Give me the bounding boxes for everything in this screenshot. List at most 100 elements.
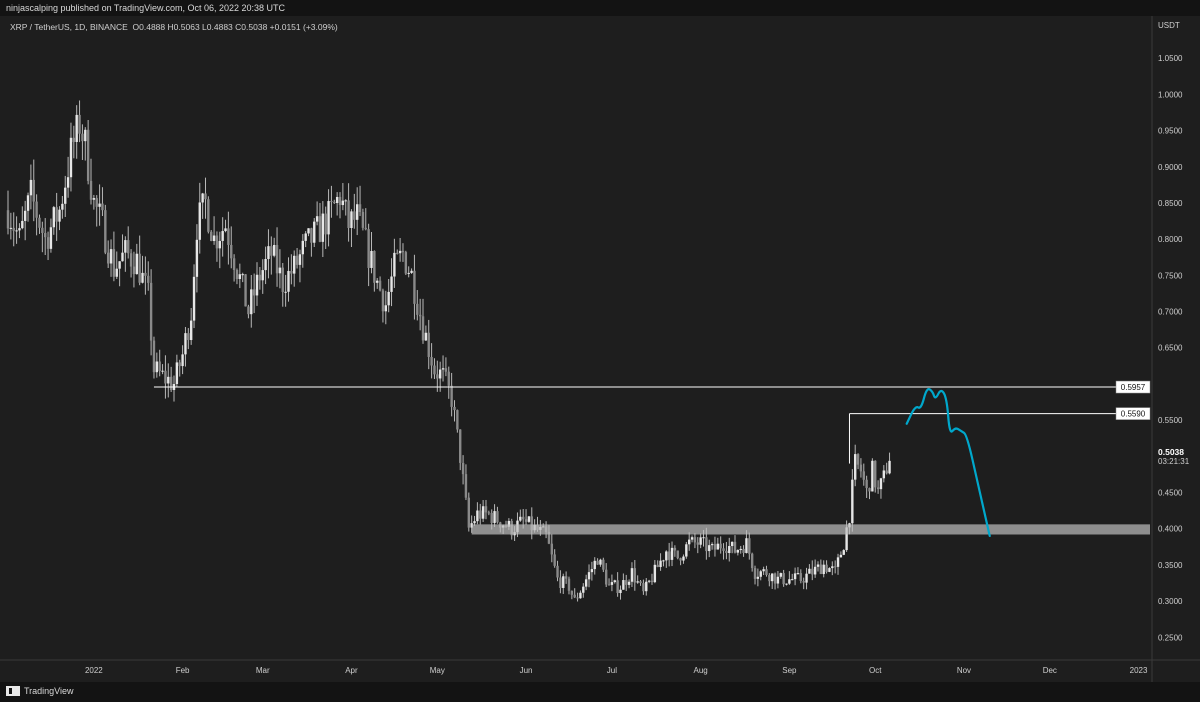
candle-body — [773, 573, 777, 584]
candle-body — [109, 249, 113, 264]
candle-body — [811, 568, 814, 575]
candle-body — [387, 291, 390, 306]
candle-body — [813, 566, 817, 575]
candle-body — [521, 516, 525, 520]
candle-body — [61, 203, 64, 210]
candle-body — [118, 261, 121, 269]
price-level-label: 0.5957 — [1121, 383, 1146, 392]
candle-body — [493, 511, 496, 523]
candle-body — [662, 560, 665, 562]
candle-body — [75, 114, 78, 142]
candle-body — [149, 282, 153, 341]
candle-body — [370, 250, 373, 268]
time-tick-label: Jul — [607, 666, 617, 675]
candle-body — [622, 580, 625, 590]
candle-body — [690, 537, 694, 540]
candle-body — [21, 220, 24, 229]
candle-body — [653, 564, 657, 583]
candle-body — [38, 217, 41, 228]
candle-body — [270, 246, 273, 256]
candle-body — [570, 590, 574, 595]
price-chart[interactable]: 0.5957 0.5590 1.0500 1.0000 0.9500 0.9000 0.8… — [0, 16, 1200, 682]
candle-body — [564, 576, 568, 579]
candle-body — [584, 579, 588, 587]
candle-body — [447, 371, 450, 386]
candle-body — [333, 201, 336, 204]
candle-body — [355, 204, 359, 220]
candle-body — [141, 272, 144, 283]
candle-body — [210, 231, 213, 241]
currency-label: USDT — [1158, 21, 1180, 30]
candle-body — [418, 314, 422, 317]
candle-body — [12, 227, 15, 231]
candle-body — [127, 240, 130, 254]
candle-body — [856, 454, 860, 465]
candle-body — [78, 114, 81, 134]
candle-body — [192, 276, 196, 321]
candle-body — [450, 385, 453, 407]
candle-body — [135, 253, 138, 275]
price-tick-label: 0.4500 — [1158, 489, 1183, 498]
candle-body — [272, 244, 276, 256]
candle-body — [167, 376, 170, 384]
candle-body — [321, 213, 325, 242]
candle-body — [459, 429, 462, 463]
candle-body — [218, 240, 221, 249]
candle-body — [822, 564, 825, 575]
candle-body — [6, 210, 10, 229]
candle-body — [413, 270, 416, 304]
time-tick-label: Mar — [256, 666, 270, 675]
candle-body — [527, 516, 531, 522]
candle-body — [144, 272, 147, 276]
candle-body — [121, 252, 124, 262]
candle-body — [324, 213, 327, 235]
candle-body — [802, 581, 805, 583]
candle-body — [104, 210, 107, 253]
candle-body — [26, 195, 30, 211]
time-tick-label: Oct — [869, 666, 882, 675]
candle-body — [853, 454, 857, 480]
candle-body — [793, 573, 797, 580]
candle-body — [851, 479, 854, 524]
candle-body — [361, 212, 365, 228]
candle-body — [438, 369, 442, 379]
price-tick-label: 1.0500 — [1158, 54, 1183, 63]
candle-body — [739, 548, 742, 551]
candle-body — [106, 252, 110, 264]
candle-body — [484, 506, 488, 513]
candle-body — [836, 557, 840, 567]
candle-body — [547, 531, 551, 544]
candle-body — [725, 550, 728, 554]
candle-body — [238, 274, 242, 279]
candle-body — [862, 471, 865, 480]
candle-body — [453, 406, 456, 411]
candle-body — [284, 291, 287, 293]
candle-body — [55, 207, 58, 222]
candle-body — [310, 228, 313, 243]
candle-body — [650, 580, 654, 583]
candle-body — [81, 133, 84, 142]
price-axis: 1.0500 1.0000 0.9500 0.9000 0.8500 0.8000 0.75… — [1151, 16, 1183, 682]
footer-bar: TradingView — [0, 682, 1200, 702]
candle-body — [35, 201, 38, 218]
tradingview-logo[interactable]: TradingView — [6, 686, 74, 696]
candle-body — [41, 227, 44, 233]
legend-close: C0.5038 — [235, 22, 268, 32]
candle-body — [178, 362, 181, 367]
candle-body — [613, 580, 616, 583]
candle-body — [610, 582, 614, 585]
candle-body — [155, 361, 159, 373]
price-levels-layer: 0.5957 0.5590 — [153, 380, 1151, 464]
time-tick-label: Feb — [176, 666, 190, 675]
candle-body — [647, 580, 651, 582]
candle-body — [358, 204, 362, 213]
candle-body — [828, 568, 831, 572]
candle-body — [656, 564, 659, 568]
candle-body — [261, 270, 264, 281]
candle-body — [250, 289, 253, 315]
candle-body — [750, 553, 754, 569]
candle-body — [401, 250, 405, 253]
candle-body — [393, 252, 396, 277]
candle-body — [530, 516, 533, 531]
candle-body — [842, 550, 845, 555]
